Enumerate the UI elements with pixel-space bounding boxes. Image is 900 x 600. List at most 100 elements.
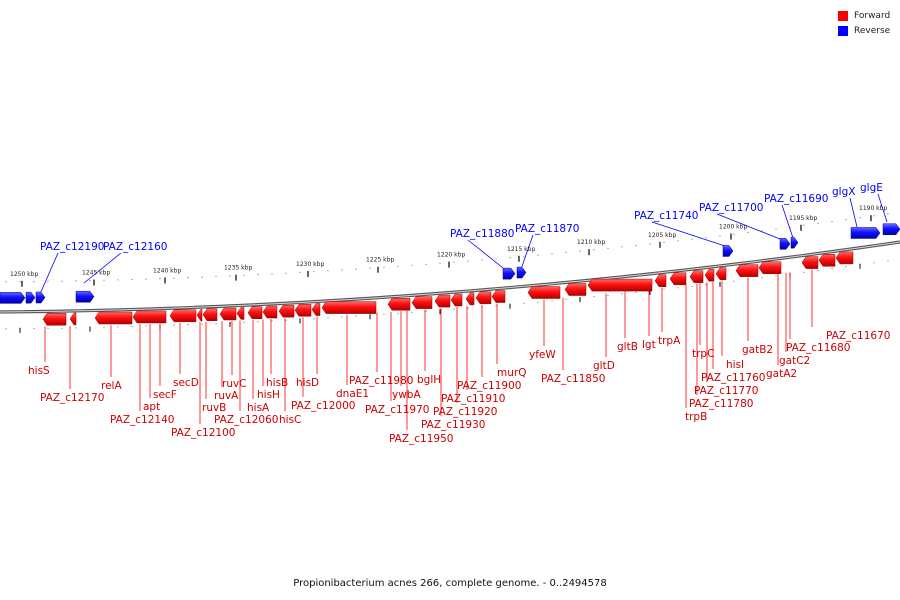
forward-gene-arrow bbox=[196, 308, 203, 322]
forward-gene-label: hisD bbox=[296, 377, 319, 389]
forward-gene-arrow bbox=[434, 294, 451, 308]
forward-gene-arrow bbox=[475, 291, 492, 305]
minor-tick bbox=[551, 300, 553, 302]
forward-gene-arrow bbox=[465, 292, 475, 306]
forward-gene-label: PAZ_c11910 bbox=[441, 393, 505, 405]
forward-gene-label: PAZ_c11670 bbox=[826, 330, 890, 342]
minor-tick bbox=[327, 270, 329, 272]
forward-gene-label: PAZ_c11760 bbox=[701, 372, 765, 384]
reverse-gene-arrow bbox=[516, 266, 527, 279]
minor-tick bbox=[481, 259, 483, 261]
minor-tick bbox=[551, 253, 553, 255]
legend-reverse-label: Reverse bbox=[854, 25, 891, 36]
minor-tick bbox=[243, 321, 245, 323]
minor-tick bbox=[215, 275, 217, 278]
minor-tick bbox=[229, 275, 231, 277]
reverse-gene-arrow bbox=[850, 227, 881, 239]
minor-tick bbox=[383, 266, 385, 268]
minor-tick bbox=[845, 219, 847, 221]
forward-gene-label: trpA bbox=[658, 335, 681, 347]
minor-tick bbox=[131, 325, 133, 328]
minor-tick bbox=[719, 235, 721, 237]
forward-gene-arrow bbox=[294, 304, 312, 317]
reverse-gene-label: PAZ_c11700 bbox=[699, 202, 763, 214]
reverse-gene-arrow bbox=[35, 291, 46, 304]
minor-tick bbox=[705, 237, 707, 239]
forward-gene-arrow bbox=[278, 304, 295, 318]
minor-tick bbox=[579, 250, 581, 252]
forward-gene-arrow bbox=[69, 312, 77, 326]
minor-tick bbox=[103, 279, 105, 281]
reverse-gene-label: PAZ_c12160 bbox=[103, 241, 167, 253]
forward-gene-arrow bbox=[835, 251, 854, 265]
minor-tick bbox=[61, 280, 63, 282]
reverse-gene-arrow bbox=[882, 223, 900, 235]
minor-tick bbox=[691, 285, 693, 287]
forward-gene-label: PAZ_c11680 bbox=[786, 342, 850, 354]
forward-gene-arrow bbox=[219, 307, 237, 321]
minor-tick bbox=[873, 262, 875, 264]
minor-tick bbox=[775, 275, 777, 277]
minor-tick bbox=[677, 240, 679, 242]
minor-tick bbox=[47, 280, 49, 282]
minor-tick bbox=[509, 257, 511, 259]
minor-tick bbox=[383, 313, 385, 315]
minor-tick bbox=[607, 294, 609, 296]
reverse-gene-label: PAZ_c11880 bbox=[450, 228, 514, 240]
minor-tick bbox=[75, 280, 77, 282]
forward-gene-arrow bbox=[669, 272, 687, 286]
reverse-leader-line bbox=[519, 234, 534, 273]
minor-tick bbox=[593, 296, 595, 298]
forward-gene-label: hisC bbox=[279, 414, 301, 426]
reverse-gene-label: glgX bbox=[832, 186, 855, 198]
legend-forward: Forward bbox=[838, 8, 890, 23]
minor-tick bbox=[341, 316, 343, 318]
forward-gene-arrow bbox=[262, 305, 278, 319]
reverse-gene-label: PAZ_c11690 bbox=[764, 193, 828, 205]
minor-tick bbox=[47, 327, 49, 329]
forward-gene-label: PAZ_c11920 bbox=[433, 406, 497, 418]
kbp-tick-label: 1250 kbp bbox=[10, 271, 38, 278]
forward-gene-label: secD bbox=[173, 377, 199, 389]
minor-tick bbox=[5, 281, 7, 283]
kbp-tick-label: 1220 kbp bbox=[437, 252, 465, 259]
minor-tick bbox=[131, 278, 133, 281]
minor-tick bbox=[565, 251, 567, 253]
forward-gene-arrow bbox=[758, 261, 782, 275]
forward-gene-label: PAZ_c11780 bbox=[689, 398, 753, 410]
minor-tick bbox=[467, 307, 469, 309]
minor-tick bbox=[775, 228, 777, 230]
genome-backbone-highlight bbox=[0, 241, 900, 313]
minor-tick bbox=[691, 238, 693, 240]
minor-tick bbox=[887, 260, 889, 262]
minor-tick bbox=[117, 326, 119, 328]
minor-tick bbox=[271, 273, 273, 275]
reverse-swatch bbox=[838, 25, 848, 36]
minor-tick bbox=[33, 281, 35, 283]
forward-gene-label: trpB bbox=[685, 411, 707, 423]
forward-gene-label: PAZ_c11980 bbox=[349, 375, 413, 387]
forward-gene-label: hisB bbox=[266, 377, 288, 389]
minor-tick bbox=[523, 302, 525, 304]
forward-gene-arrow bbox=[42, 313, 67, 326]
forward-gene-label: hisS bbox=[28, 365, 50, 377]
forward-gene-arrow bbox=[94, 311, 133, 325]
minor-tick bbox=[817, 222, 819, 225]
forward-gene-arrow bbox=[169, 309, 197, 323]
forward-gene-arrow bbox=[704, 268, 715, 282]
kbp-tick-label: 1240 kbp bbox=[153, 267, 181, 274]
minor-tick bbox=[313, 318, 315, 320]
forward-gene-label: gltB bbox=[617, 341, 638, 353]
minor-tick bbox=[453, 261, 455, 263]
minor-tick bbox=[145, 278, 147, 280]
minor-tick bbox=[89, 280, 91, 282]
minor-tick bbox=[173, 324, 175, 326]
minor-tick bbox=[831, 221, 833, 223]
forward-gene-arrow bbox=[801, 256, 819, 269]
minor-tick bbox=[495, 305, 497, 307]
minor-tick bbox=[803, 271, 805, 273]
minor-tick bbox=[201, 276, 203, 278]
minor-tick bbox=[355, 268, 357, 270]
forward-gene-label: ywbA bbox=[392, 389, 421, 401]
forward-gene-arrow bbox=[654, 274, 667, 287]
